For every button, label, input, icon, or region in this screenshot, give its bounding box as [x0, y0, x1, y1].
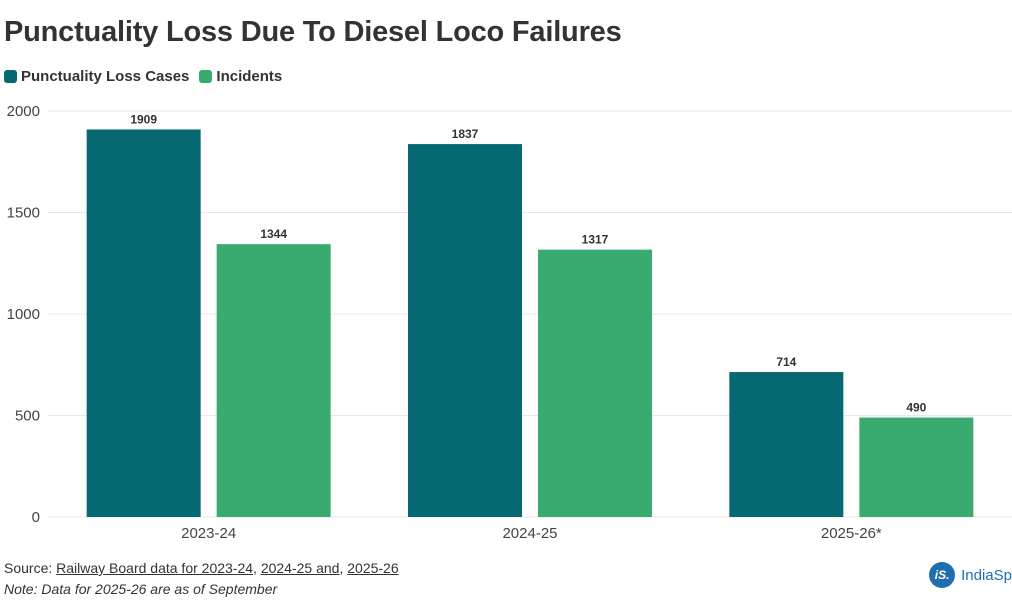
data-label-punctuality-loss-cases-2025-26*: 714 — [776, 355, 796, 369]
data-label-incidents-2023-24: 1344 — [260, 227, 287, 241]
x-tick-label-2023-24: 2023-24 — [181, 525, 236, 542]
footer: Source: Railway Board data for 2023-24, … — [4, 558, 399, 600]
data-label-punctuality-loss-cases-2023-24: 1909 — [130, 112, 157, 126]
source-link-2025-26[interactable]: 2025-26 — [347, 560, 399, 576]
y-tick-label-2000: 2000 — [7, 103, 40, 120]
x-tick-label-2024-25: 2024-25 — [502, 525, 557, 542]
chart-legend: Punctuality Loss Cases Incidents — [4, 68, 282, 85]
source-sep-2: , — [339, 560, 348, 576]
x-tick-label-2025-26*: 2025-26* — [821, 525, 882, 542]
bar-incidents-2024-25 — [538, 249, 652, 518]
chart-title: Punctuality Loss Due To Diesel Loco Fail… — [4, 16, 622, 48]
legend-label-incidents: Incidents — [216, 68, 283, 85]
legend-swatch-incidents — [199, 70, 213, 83]
y-tick-label-1500: 1500 — [7, 205, 40, 222]
source-link-2024-25[interactable]: 2024-25 and — [260, 560, 340, 576]
brand-logo-group[interactable]: iS. IndiaSp — [929, 562, 1012, 588]
source-link-2023-24[interactable]: Railway Board data for 2023-24 — [56, 560, 254, 576]
source-prefix: Source: — [4, 560, 57, 576]
bar-incidents-2023-24 — [216, 244, 331, 517]
bar-chart: 0 500 1000 1500 2000 1909 1344 2023-24 1837 1317 2… — [7, 103, 1012, 542]
legend-item-punctuality-loss[interactable]: Punctuality Loss Cases — [4, 68, 189, 85]
y-tick-label-0: 0 — [32, 509, 40, 526]
legend-label-punctuality-loss: Punctuality Loss Cases — [21, 68, 190, 85]
bar-incidents-2025-26* — [859, 417, 974, 517]
brand-name: IndiaSp — [961, 566, 1012, 584]
source-line: Source: Railway Board data for 2023-24, … — [4, 558, 399, 579]
data-label-incidents-2025-26*: 490 — [906, 401, 926, 415]
data-label-punctuality-loss-cases-2024-25: 1837 — [452, 127, 479, 141]
source-sep-1: , — [253, 560, 261, 576]
bar-punctuality-loss-cases-2024-25 — [408, 144, 522, 518]
y-tick-label-500: 500 — [15, 408, 40, 425]
legend-item-incidents[interactable]: Incidents — [199, 68, 282, 85]
data-label-incidents-2024-25: 1317 — [582, 233, 609, 247]
data-note: Note: Data for 2025-26 are as of Septemb… — [4, 581, 278, 597]
indiaspend-logo-icon: iS. — [929, 562, 956, 588]
y-tick-label-1000: 1000 — [7, 306, 40, 323]
legend-swatch-punctuality-loss — [4, 70, 17, 83]
bar-punctuality-loss-cases-2023-24 — [86, 129, 201, 517]
bar-punctuality-loss-cases-2025-26* — [729, 372, 844, 517]
